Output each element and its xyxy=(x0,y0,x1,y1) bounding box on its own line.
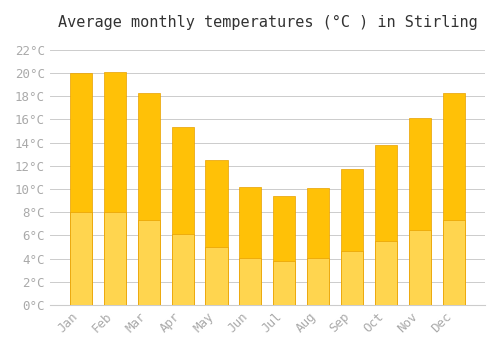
Bar xyxy=(443,93,465,305)
Bar xyxy=(206,247,228,305)
Bar xyxy=(375,241,398,305)
Bar xyxy=(342,251,363,305)
Bar xyxy=(172,127,194,305)
Bar xyxy=(138,220,160,305)
Bar xyxy=(70,73,92,305)
Bar xyxy=(308,188,330,305)
Bar xyxy=(240,187,262,305)
Bar xyxy=(308,258,330,305)
Bar xyxy=(443,220,465,305)
Bar xyxy=(70,212,92,305)
Bar xyxy=(409,230,432,305)
Bar xyxy=(172,234,194,305)
Bar xyxy=(274,261,295,305)
Title: Average monthly temperatures (°C ) in Stirling: Average monthly temperatures (°C ) in St… xyxy=(58,15,478,30)
Bar xyxy=(104,212,126,305)
Bar xyxy=(138,93,160,305)
Bar xyxy=(240,258,262,305)
Bar xyxy=(409,118,432,305)
Bar xyxy=(206,160,228,305)
Bar xyxy=(375,145,398,305)
Bar xyxy=(342,169,363,305)
Bar xyxy=(274,196,295,305)
Bar xyxy=(104,72,126,305)
